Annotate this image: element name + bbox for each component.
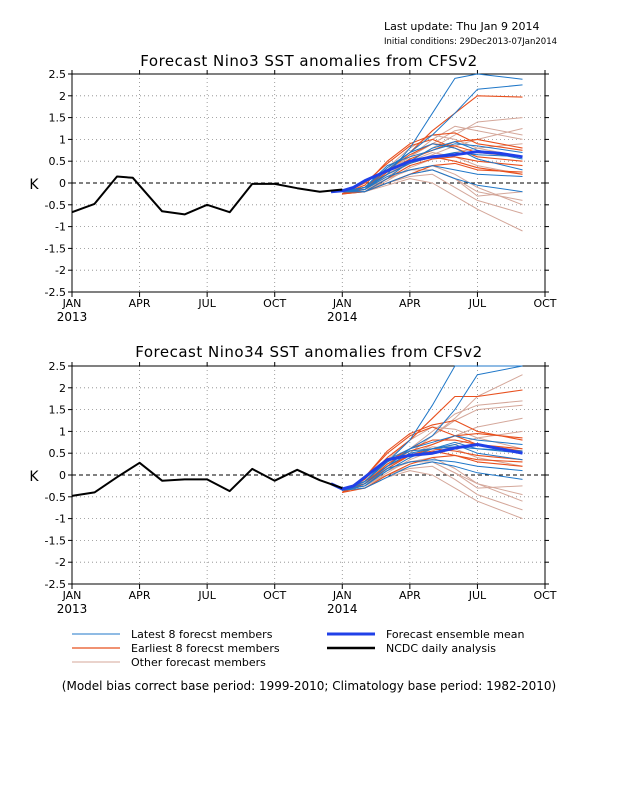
x-tick-label: JAN xyxy=(62,589,82,602)
x-tick-label: OCT xyxy=(263,297,286,310)
y-tick-label: 0.5 xyxy=(49,447,67,460)
ensemble-mean-line xyxy=(330,150,523,194)
x-tick-label: OCT xyxy=(533,297,556,310)
latest-member-line xyxy=(342,73,523,193)
latest-member-line xyxy=(342,446,523,491)
y-tick-label: 1 xyxy=(59,425,66,438)
last-update-text: Last update: Thu Jan 9 2014 xyxy=(384,20,540,33)
latest-member-line xyxy=(342,461,523,491)
x-tick-label: APR xyxy=(399,589,421,602)
observed-analysis-line xyxy=(71,461,343,497)
y-tick-label: 2.5 xyxy=(49,362,67,373)
y-tick-label: -2 xyxy=(55,556,66,569)
other-member-line xyxy=(342,173,523,214)
other-member-line xyxy=(342,465,523,511)
y-tick-label: -2 xyxy=(55,264,66,277)
initial-conditions-text: Initial conditions: 29Dec2013-07Jan2014 xyxy=(384,37,558,47)
chart-title-nino3: Forecast Nino3 SST anomalies from CFSv2 xyxy=(140,52,478,70)
legend-label-other: Other forecast members xyxy=(131,656,266,669)
x-tick-label: APR xyxy=(129,297,151,310)
latest-member-line xyxy=(342,84,523,193)
x-tick-label: JUL xyxy=(468,589,487,602)
x-tick-label: JUL xyxy=(468,297,487,310)
legend-label-earliest: Earliest 8 forecst members xyxy=(131,642,280,655)
legend-label-latest: Latest 8 forecst members xyxy=(131,628,273,641)
y-tick-label: -1.5 xyxy=(45,242,66,255)
legend-label-mean: Forecast ensemble mean xyxy=(386,628,525,641)
latest-member-line xyxy=(342,459,523,491)
y-tick-label: -2.5 xyxy=(45,286,66,299)
y-tick-label: 0 xyxy=(59,177,66,190)
y-tick-label: 1.5 xyxy=(49,404,67,417)
x-year-label: 2013 xyxy=(57,602,88,616)
x-tick-label: OCT xyxy=(533,589,556,602)
x-tick-label: JUL xyxy=(197,589,216,602)
y-tick-label: 2.5 xyxy=(49,70,67,81)
x-tick-label: JAN xyxy=(62,297,82,310)
y-tick-label: 2 xyxy=(59,382,66,395)
y-tick-label: 0.5 xyxy=(49,155,67,168)
latest-member-line xyxy=(342,435,523,491)
x-year-label: 2014 xyxy=(327,602,358,616)
legend-label-analysis: NCDC daily analysis xyxy=(386,642,496,655)
other-member-line xyxy=(342,128,523,193)
y-tick-label: -1 xyxy=(55,513,66,526)
y-tick-label: -2.5 xyxy=(45,578,66,591)
y-tick-label: 2 xyxy=(59,90,66,103)
y-tick-label: -1.5 xyxy=(45,534,66,547)
x-tick-label: APR xyxy=(399,297,421,310)
x-tick-label: JUL xyxy=(197,297,216,310)
ensemble-mean-line xyxy=(330,443,523,491)
latest-member-line xyxy=(342,169,523,193)
observed-analysis-line xyxy=(71,175,343,216)
y-tick-label: -0.5 xyxy=(45,199,66,212)
y-tick-label: 0 xyxy=(59,469,66,482)
y-tick-label: -1 xyxy=(55,221,66,234)
y-axis-label: K xyxy=(29,469,39,485)
chart-title-nino34: Forecast Nino34 SST anomalies from CFSv2 xyxy=(135,343,483,361)
y-tick-label: 1.5 xyxy=(49,112,67,125)
x-tick-label: OCT xyxy=(263,589,286,602)
x-tick-label: JAN xyxy=(332,589,352,602)
x-tick-label: JAN xyxy=(332,297,352,310)
x-tick-label: APR xyxy=(129,589,151,602)
legend: Latest 8 forecst members Earliest 8 fore… xyxy=(72,628,525,669)
x-year-label: 2014 xyxy=(327,310,358,324)
y-tick-label: -0.5 xyxy=(45,491,66,504)
x-year-label: 2013 xyxy=(57,310,88,324)
latest-member-line xyxy=(342,141,523,193)
y-tick-label: 1 xyxy=(59,133,66,146)
y-axis-label: K xyxy=(29,177,39,193)
footnote: (Model bias correct base period: 1999-20… xyxy=(61,679,557,693)
latest-member-line xyxy=(342,165,523,193)
earliest-member-line xyxy=(342,132,523,195)
latest-member-line xyxy=(342,143,523,193)
